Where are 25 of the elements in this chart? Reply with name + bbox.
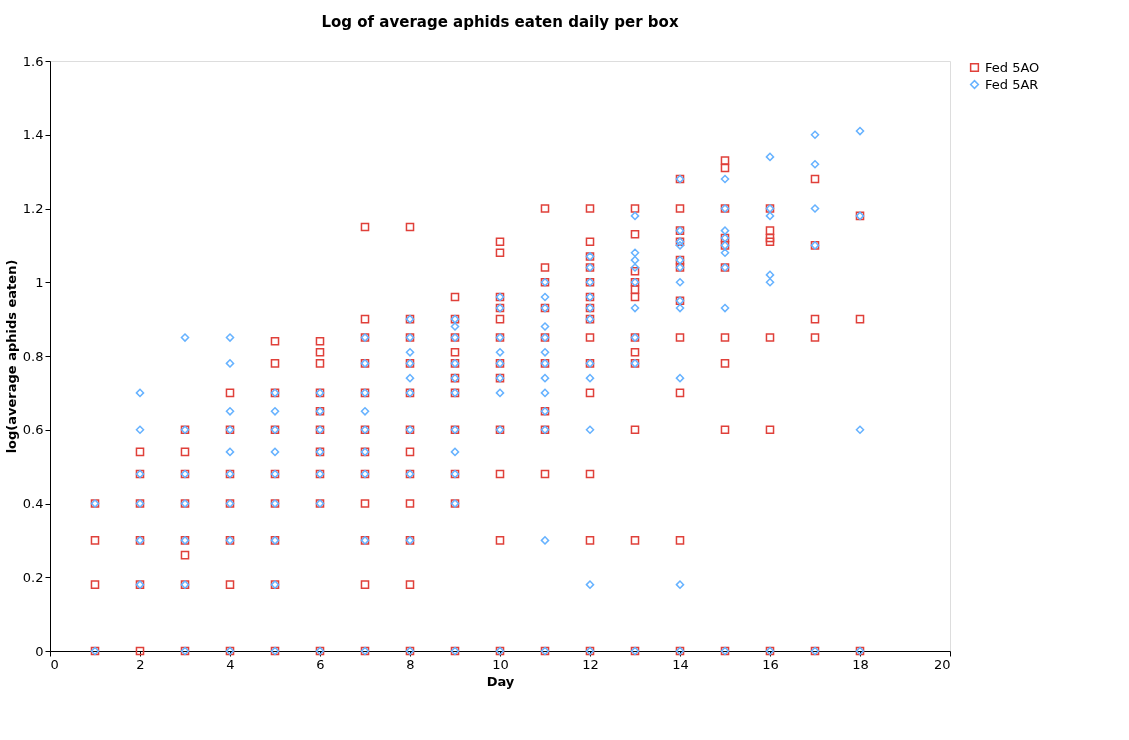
x-tick-label: 10 [492,656,509,672]
x-tick-label: 18 [852,656,869,672]
x-tick-label: 12 [582,656,599,672]
x-tick-label: 16 [762,656,779,672]
x-axis-title: Day [486,673,515,689]
x-tick-label: 14 [672,656,689,672]
y-tick-label: 1.6 [22,53,44,69]
y-tick-label: 1.2 [22,201,44,216]
x-tick-label: 0 [50,656,59,672]
legend-label: Fed 5AO [985,59,1040,75]
x-tick-label: 2 [136,656,145,672]
legend-label: Fed 5AR [985,76,1039,92]
y-tick-label: 1.4 [22,127,44,143]
y-tick-label: 0.4 [22,496,44,511]
x-tick-label: 6 [316,656,325,672]
y-tick-label: 0.6 [22,422,44,438]
y-tick-label: 0.2 [22,569,44,585]
chart-title: Log of average aphids eaten daily per box [321,13,679,31]
x-tick-label: 4 [226,656,235,672]
x-tick-label: 8 [406,656,415,672]
y-tick-label: 0.8 [22,348,44,364]
y-tick-label: 0 [35,643,44,659]
y-axis-title: log(average aphids eaten) [3,259,19,454]
x-tick-label: 20 [933,656,951,672]
y-tick-label: 1 [35,274,44,290]
